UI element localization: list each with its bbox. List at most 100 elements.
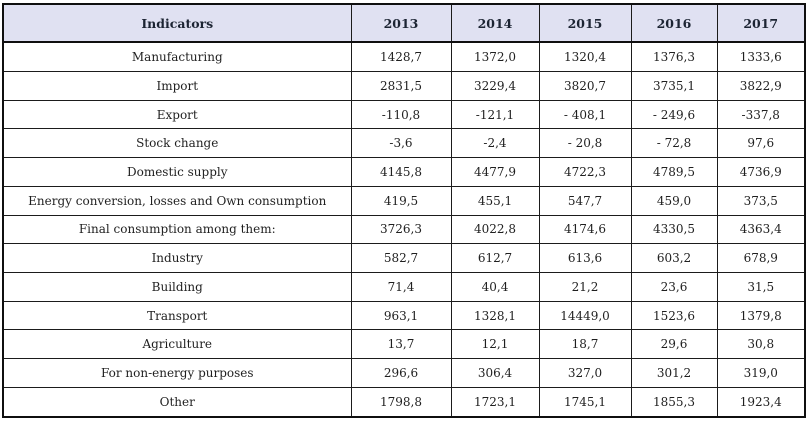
value-cell: 373,5 (716, 185, 806, 216)
value-cell: -3,6 (350, 128, 452, 159)
table-row: Import 2831,5 3229,4 3820,7 3735,1 3822,9 (2, 70, 806, 101)
indicator-cell: Manufacturing (2, 41, 352, 72)
value-cell: 1328,1 (450, 300, 540, 331)
value-cell: 4145,8 (350, 157, 452, 187)
value-cell: 4330,5 (630, 214, 718, 245)
indicator-cell: For non-energy purposes (2, 358, 352, 388)
value-cell: 4363,4 (716, 214, 806, 245)
value-cell: 459,0 (630, 185, 718, 216)
table-row: Stock change -3,6 -2,4- 20,8- 72,8 97,6 (2, 128, 806, 159)
value-cell: 3820,7 (538, 70, 632, 101)
table-row: Final consumption among them: 3726,3 4022,… (2, 214, 806, 245)
indicator-cell: Stock change (2, 128, 352, 159)
column-header-indicators: Indicators (2, 3, 352, 43)
value-cell: 1333,6 (716, 41, 806, 72)
value-cell: 301,2 (630, 358, 718, 388)
table-row: Building 71,4 40,4 21,2 23,6 31,5 (2, 272, 806, 302)
value-cell: 40,4 (450, 272, 540, 302)
header-row: Indicators 2013 2014 2015 2016 2017 (2, 3, 806, 43)
value-cell: 455,1 (450, 185, 540, 216)
value-cell: 4174,6 (538, 214, 632, 245)
table-row: Domestic supply 4145,8 4477,9 4722,3 4789,5 4… (2, 157, 806, 187)
value-cell: 3229,4 (450, 70, 540, 101)
value-cell: 18,7 (538, 329, 632, 360)
value-cell: 4022,8 (450, 214, 540, 245)
value-cell: 2831,5 (350, 70, 452, 101)
indicator-cell: Export (2, 99, 352, 130)
value-cell: 1376,3 (630, 41, 718, 72)
table-row: Agriculture 13,7 12,1 18,7 29,6 30,8 (2, 329, 806, 360)
indicator-cell: Domestic supply (2, 157, 352, 187)
table-row: For non-energy purposes 296,6 306,4 327,0 30… (2, 358, 806, 388)
indicator-cell: Agriculture (2, 329, 352, 360)
table-row: Manufacturing 1428,7 1372,0 1320,4 1376,3 133… (2, 41, 806, 72)
value-cell: 296,6 (350, 358, 452, 388)
value-cell: 963,1 (350, 300, 452, 331)
value-cell: 1855,3 (630, 386, 718, 418)
value-cell: 306,4 (450, 358, 540, 388)
value-cell: - 408,1 (538, 99, 632, 130)
value-cell: 3735,1 (630, 70, 718, 101)
value-cell: 582,7 (350, 243, 452, 274)
value-cell: 14449,0 (538, 300, 632, 331)
column-header-year-2016: 2016 (630, 3, 718, 43)
value-cell: - 72,8 (630, 128, 718, 159)
value-cell: 613,6 (538, 243, 632, 274)
indicator-cell: Industry (2, 243, 352, 274)
value-cell: 12,1 (450, 329, 540, 360)
value-cell: 13,7 (350, 329, 452, 360)
column-header-year-2015: 2015 (538, 3, 632, 43)
indicator-cell: Energy conversion, losses and Own consum… (2, 185, 352, 216)
value-cell: 603,2 (630, 243, 718, 274)
value-cell: 1745,1 (538, 386, 632, 418)
value-cell: 97,6 (716, 128, 806, 159)
value-cell: 4736,9 (716, 157, 806, 187)
value-cell: - 20,8 (538, 128, 632, 159)
table-body: Manufacturing 1428,7 1372,0 1320,4 1376,3 133… (2, 41, 806, 418)
value-cell: -110,8 (350, 99, 452, 130)
value-cell: 547,7 (538, 185, 632, 216)
value-cell: 71,4 (350, 272, 452, 302)
indicator-cell: Other (2, 386, 352, 418)
table-row: Export -110,8 -121,1- 408,1- 249,6 -337,8 (2, 99, 806, 130)
value-cell: 4477,9 (450, 157, 540, 187)
value-cell: 23,6 (630, 272, 718, 302)
table-row: Other 1798,8 1723,1 1745,1 1855,3 1923,4 (2, 386, 806, 418)
value-cell: 1372,0 (450, 41, 540, 72)
indicator-cell: Final consumption among them: (2, 214, 352, 245)
value-cell: 612,7 (450, 243, 540, 274)
value-cell: 1379,8 (716, 300, 806, 331)
value-cell: 4789,5 (630, 157, 718, 187)
table-row: Industry 582,7 612,7 613,6 603,2 678,9 (2, 243, 806, 274)
value-cell: 319,0 (716, 358, 806, 388)
value-cell: 30,8 (716, 329, 806, 360)
value-cell: -121,1 (450, 99, 540, 130)
value-cell: 3822,9 (716, 70, 806, 101)
value-cell: 419,5 (350, 185, 452, 216)
indicator-cell: Building (2, 272, 352, 302)
value-cell: 1428,7 (350, 41, 452, 72)
value-cell: 1798,8 (350, 386, 452, 418)
value-cell: 678,9 (716, 243, 806, 274)
value-cell: 31,5 (716, 272, 806, 302)
column-header-year-2013: 2013 (350, 3, 452, 43)
table-row: Energy conversion, losses and Own consum… (2, 185, 806, 216)
value-cell: 3726,3 (350, 214, 452, 245)
value-cell: 4722,3 (538, 157, 632, 187)
value-cell: -337,8 (716, 99, 806, 130)
value-cell: 1523,6 (630, 300, 718, 331)
indicator-cell: Transport (2, 300, 352, 331)
value-cell: -2,4 (450, 128, 540, 159)
value-cell: - 249,6 (630, 99, 718, 130)
value-cell: 1723,1 (450, 386, 540, 418)
indicators-table: Indicators 2013 2014 2015 2016 2017 Manufactu… (2, 3, 806, 418)
table-row: Transport 963,1 1328,1 14449,0 1523,6 1379,8 (2, 300, 806, 331)
value-cell: 327,0 (538, 358, 632, 388)
value-cell: 1923,4 (716, 386, 806, 418)
column-header-year-2014: 2014 (450, 3, 540, 43)
value-cell: 1320,4 (538, 41, 632, 72)
value-cell: 21,2 (538, 272, 632, 302)
indicator-cell: Import (2, 70, 352, 101)
value-cell: 29,6 (630, 329, 718, 360)
